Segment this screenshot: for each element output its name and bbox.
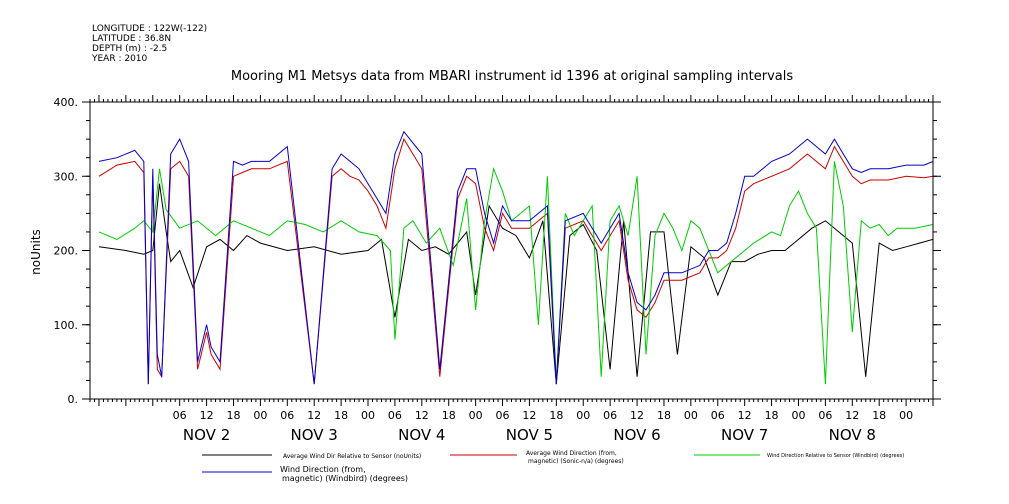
legend: Average Wind Dir Relative to Sensor (noU… <box>202 450 904 483</box>
x-hour-label: 00 <box>684 409 698 422</box>
x-date-label: NOV 4 <box>398 426 445 444</box>
legend-label-wind-dir-rel-windbird: Wind Direction Relative to Sensor (Windb… <box>767 453 904 459</box>
chart-title: Mooring M1 Metsys data from MBARI instru… <box>231 69 793 84</box>
x-hour-label: 12 <box>738 409 752 422</box>
plot-frame <box>89 101 934 400</box>
meta-longitude: LONGITUDE : 122W(-122) <box>92 24 207 34</box>
y-tick-label: 300. <box>54 170 79 183</box>
x-hour-label: 12 <box>200 409 214 422</box>
meta-year: YEAR : 2010 <box>91 54 148 64</box>
meta-latitude: LATITUDE : 36.8N <box>92 34 171 44</box>
x-hour-label: 06 <box>280 409 294 422</box>
x-hour-label: 00 <box>361 409 375 422</box>
x-hour-label: 06 <box>173 409 187 422</box>
x-hour-label: 06 <box>388 409 402 422</box>
x-hour-label: 12 <box>630 409 644 422</box>
y-tick-label: 100. <box>54 319 79 332</box>
x-hour-label: 12 <box>307 409 321 422</box>
x-hour-label: 06 <box>496 409 510 422</box>
x-date-label: NOV 8 <box>829 426 876 444</box>
meta-depth: DEPTH (m) : -2.5 <box>92 44 167 54</box>
y-tick-label: 200. <box>54 245 79 258</box>
x-hour-label: 18 <box>226 409 240 422</box>
x-hour-label: 18 <box>549 409 563 422</box>
x-date-label: NOV 2 <box>183 426 230 444</box>
x-hour-label: 06 <box>711 409 725 422</box>
y-tick-label: 0. <box>68 393 79 406</box>
x-axis: 06 12 18 00 06 12 18 00 06 12 18 00 06 12 18 00 06 12 18 00… <box>89 95 934 444</box>
x-hour-label: 00 <box>791 409 805 422</box>
x-date-label: NOV 7 <box>721 426 768 444</box>
x-hour-label: 18 <box>334 409 348 422</box>
x-date-label: NOV 6 <box>613 426 660 444</box>
x-hour-label: 18 <box>765 409 779 422</box>
x-hour-label: 06 <box>818 409 832 422</box>
series-line-1 <box>98 137 933 385</box>
y-axis-label: noUnits <box>29 229 43 275</box>
series-layer <box>98 130 933 385</box>
metadata-block: LONGITUDE : 122W(-122) LATITUDE : 36.8N … <box>91 24 207 64</box>
legend-label-avg-wind-dir-sonic: Average Wind Direction (from, magnetic) … <box>526 450 624 465</box>
series-line-0 <box>98 183 933 385</box>
x-hour-label: 00 <box>576 409 590 422</box>
legend-label-avg-wind-dir-rel: Average Wind Dir Relative to Sensor (noU… <box>283 453 421 460</box>
x-hour-label: 00 <box>469 409 483 422</box>
series-line-2 <box>98 161 933 385</box>
legend-label-wind-dir-windbird: Wind Direction (from, magnetic) (Windbir… <box>280 465 408 483</box>
x-hour-label: 12 <box>415 409 429 422</box>
x-hour-label: 18 <box>657 409 671 422</box>
x-date-label: NOV 3 <box>291 426 338 444</box>
x-hour-label: 00 <box>253 409 267 422</box>
x-date-label: NOV 5 <box>506 426 553 444</box>
series-line-3 <box>98 130 933 385</box>
x-hour-label: 00 <box>899 409 913 422</box>
x-hour-label: 12 <box>845 409 859 422</box>
x-hour-label: 18 <box>442 409 456 422</box>
x-hour-label: 18 <box>872 409 886 422</box>
x-hour-label: 12 <box>522 409 536 422</box>
y-axis: 0. 100. 200. 300. 400. <box>54 96 941 406</box>
x-hour-label: 06 <box>603 409 617 422</box>
y-tick-label: 400. <box>54 96 79 109</box>
